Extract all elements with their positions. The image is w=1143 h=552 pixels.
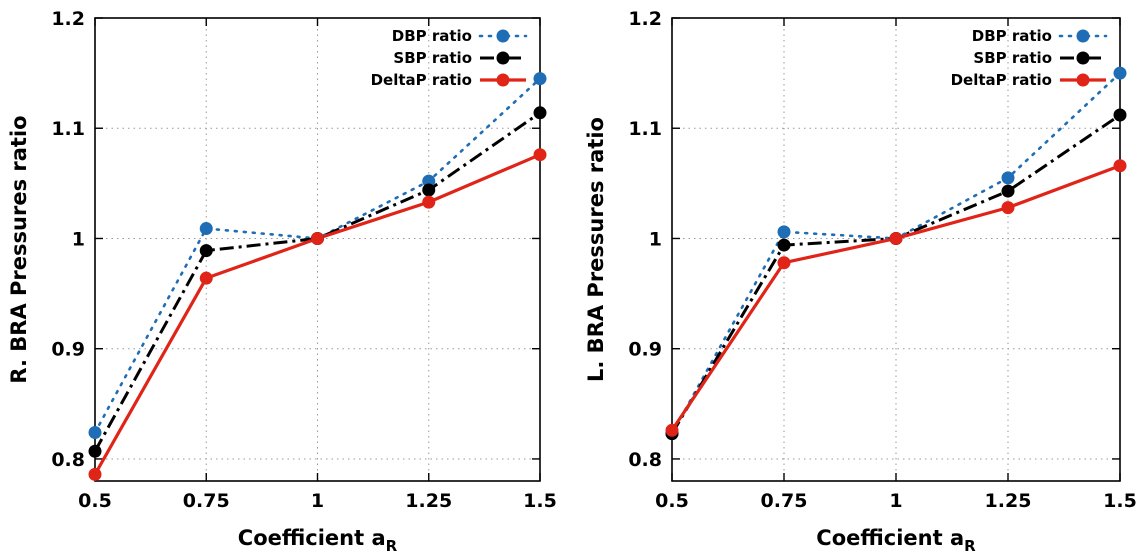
data-point-dbp-ratio [1001,171,1015,185]
data-point-sbp-ratio [88,444,102,458]
x-tick-label: 1.25 [985,490,1032,512]
x-tick-label: 1.5 [1103,490,1137,512]
data-point-deltap-ratio [422,195,436,209]
y-tick-label: 0.9 [51,339,85,361]
x-tick-label: 0.5 [655,490,689,512]
data-point-dbp-ratio [533,72,547,86]
y-axis-title: R. BRA Pressures ratio [7,115,31,383]
legend-label: DeltaP ratio [371,71,472,89]
data-point-sbp-ratio [1113,108,1127,122]
series-line-sbp-ratio [670,113,1121,435]
data-point-dbp-ratio [88,425,102,439]
x-tick-label: 0.75 [761,490,808,512]
legend-label: SBP ratio [973,49,1052,67]
legend-label: DBP ratio [972,27,1052,45]
legend-label: DBP ratio [392,27,472,45]
series-line-sbp-ratio [93,111,541,452]
x-axis-title: Coefficient aR [816,526,976,552]
x-axis-title-subscript: R [964,537,976,552]
x-tick-label: 1.5 [523,490,557,512]
legend-marker [496,29,510,43]
data-point-dbp-ratio [1113,66,1127,80]
data-point-deltap-ratio [665,423,679,437]
legend-marker [1076,51,1090,65]
data-point-deltap-ratio [199,271,213,285]
legend-marker [1076,73,1090,87]
y-tick-label: 1 [649,228,662,250]
data-point-sbp-ratio [422,183,436,197]
x-axis-title-subscript: R [386,537,398,552]
data-point-sbp-ratio [199,244,213,258]
x-tick-label: 0.75 [183,490,230,512]
y-tick-label: 0.9 [628,339,662,361]
legend-label: SBP ratio [393,49,472,67]
x-tick-label: 1.25 [405,490,452,512]
y-tick-label: 0.8 [628,449,662,471]
x-tick-label: 1 [311,490,324,512]
data-point-dbp-ratio [777,225,791,239]
x-tick-label: 0.5 [78,490,112,512]
x-tick-label: 1 [889,490,902,512]
legend-marker [496,73,510,87]
data-point-sbp-ratio [533,106,547,120]
y-axis-title: L. BRA Pressures ratio [584,117,608,382]
data-point-deltap-ratio [311,231,324,245]
data-point-deltap-ratio [88,467,102,481]
legend-marker [496,51,510,65]
data-point-deltap-ratio [889,231,903,245]
data-point-deltap-ratio [1001,201,1015,215]
y-tick-label: 1.2 [628,8,662,30]
series-line-dbp-ratio [670,71,1122,435]
data-point-deltap-ratio [533,148,547,162]
y-tick-label: 1.1 [51,118,85,140]
data-point-deltap-ratio [1113,159,1127,173]
legend-label: DeltaP ratio [951,71,1052,89]
data-point-deltap-ratio [777,256,791,270]
chart-panel-left-bra: 0.5 0.75 1 1.25 1.5 0.8 0.9 1 1.1 1.2 Coefficient … [584,8,1137,552]
chart-panel-right-bra: 0.5 0.75 1 1.25 1.5 0.8 0.9 1 1.1 1.2 Coefficient … [7,8,557,552]
x-axis-title: Coefficient aR [238,526,398,552]
data-point-sbp-ratio [777,238,791,252]
legend-marker [1076,29,1090,43]
y-tick-label: 1.1 [628,118,662,140]
data-point-dbp-ratio [199,222,213,236]
y-tick-label: 1 [72,228,85,250]
data-point-sbp-ratio [1001,184,1015,198]
y-tick-label: 1.2 [51,8,85,30]
y-tick-label: 0.8 [51,449,85,471]
